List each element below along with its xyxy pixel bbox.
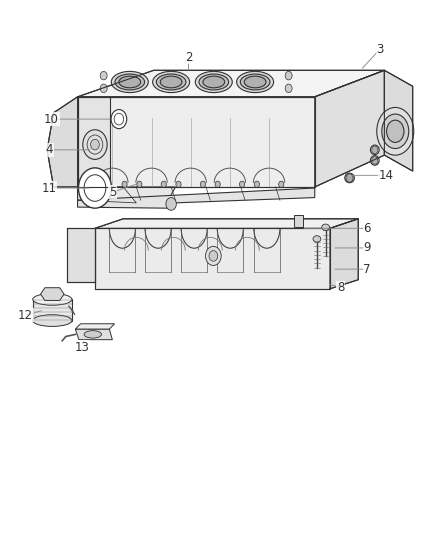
Ellipse shape	[111, 71, 148, 93]
Ellipse shape	[382, 114, 409, 149]
Text: 5: 5	[109, 186, 116, 199]
Ellipse shape	[152, 71, 190, 93]
Circle shape	[161, 181, 166, 188]
Polygon shape	[47, 97, 78, 187]
Circle shape	[200, 181, 205, 188]
Ellipse shape	[195, 71, 232, 93]
Text: 12: 12	[18, 309, 33, 322]
Polygon shape	[78, 97, 315, 187]
Polygon shape	[75, 329, 113, 340]
Ellipse shape	[371, 156, 379, 165]
Ellipse shape	[377, 108, 414, 155]
Circle shape	[122, 181, 127, 188]
Polygon shape	[41, 288, 64, 301]
Circle shape	[240, 181, 245, 188]
Text: 11: 11	[42, 182, 57, 195]
Circle shape	[100, 84, 107, 93]
Polygon shape	[385, 70, 413, 171]
Ellipse shape	[119, 76, 141, 88]
Polygon shape	[78, 70, 385, 97]
Ellipse shape	[84, 330, 102, 338]
Ellipse shape	[160, 76, 182, 88]
Ellipse shape	[203, 76, 225, 88]
Circle shape	[372, 157, 378, 164]
Circle shape	[215, 181, 220, 188]
Circle shape	[372, 146, 378, 154]
Circle shape	[114, 114, 124, 125]
Text: 8: 8	[337, 281, 345, 294]
Ellipse shape	[387, 120, 404, 142]
Ellipse shape	[313, 236, 321, 242]
Circle shape	[98, 181, 103, 188]
Ellipse shape	[237, 71, 274, 93]
Polygon shape	[95, 228, 330, 289]
Circle shape	[209, 251, 218, 261]
Polygon shape	[78, 187, 176, 203]
Circle shape	[166, 198, 177, 211]
Polygon shape	[78, 188, 315, 208]
Circle shape	[87, 135, 103, 154]
Polygon shape	[75, 324, 115, 329]
Text: 6: 6	[363, 222, 371, 235]
Ellipse shape	[345, 173, 354, 183]
Circle shape	[78, 168, 112, 208]
Polygon shape	[33, 300, 72, 320]
Ellipse shape	[33, 315, 72, 326]
Ellipse shape	[199, 74, 229, 90]
Polygon shape	[315, 70, 385, 187]
Circle shape	[285, 71, 292, 80]
Circle shape	[91, 139, 99, 150]
Text: 10: 10	[44, 112, 59, 126]
Circle shape	[346, 174, 353, 182]
Polygon shape	[330, 219, 358, 289]
Text: 14: 14	[379, 169, 394, 182]
Polygon shape	[67, 228, 95, 282]
Circle shape	[83, 130, 107, 159]
Text: 7: 7	[363, 263, 371, 276]
Circle shape	[205, 246, 221, 265]
Ellipse shape	[240, 74, 270, 90]
Polygon shape	[95, 219, 358, 228]
Ellipse shape	[371, 145, 379, 155]
Circle shape	[100, 71, 107, 80]
Text: 4: 4	[46, 143, 53, 156]
Circle shape	[279, 181, 284, 188]
Ellipse shape	[33, 294, 72, 305]
Text: 2: 2	[185, 51, 192, 63]
Circle shape	[285, 84, 292, 93]
Circle shape	[137, 181, 142, 188]
Polygon shape	[78, 97, 110, 187]
Circle shape	[84, 175, 106, 201]
Bar	[294, 215, 304, 227]
Ellipse shape	[115, 74, 145, 90]
Text: 13: 13	[74, 341, 89, 353]
Ellipse shape	[156, 74, 186, 90]
Circle shape	[176, 181, 181, 188]
Circle shape	[111, 110, 127, 128]
Ellipse shape	[322, 224, 329, 230]
Text: 3: 3	[376, 43, 384, 55]
Ellipse shape	[244, 76, 266, 88]
Text: 9: 9	[363, 241, 371, 254]
Circle shape	[254, 181, 259, 188]
